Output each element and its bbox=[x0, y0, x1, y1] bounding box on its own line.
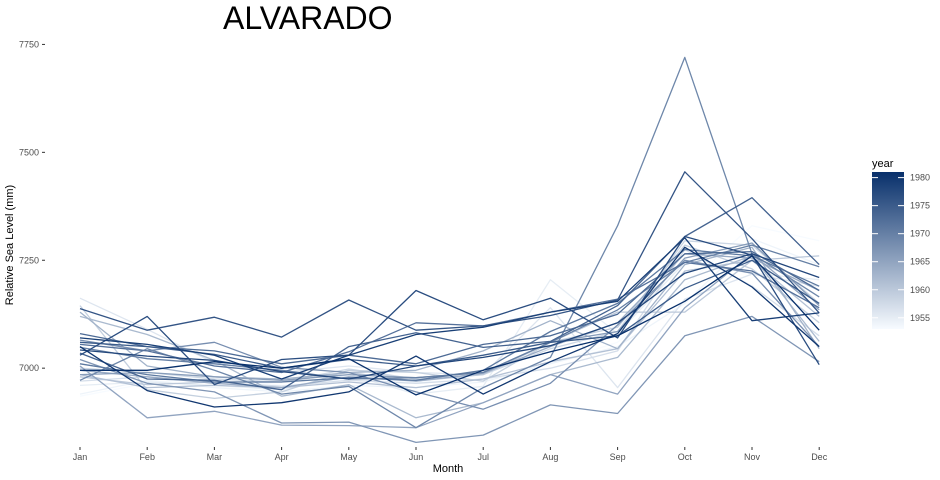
x-tick-label: Jan bbox=[73, 452, 88, 462]
legend-tick-label: 1960 bbox=[910, 285, 930, 295]
legend-tick-label: 1980 bbox=[910, 173, 930, 183]
legend-tick-label: 1965 bbox=[910, 257, 930, 267]
x-axis-title: Month bbox=[433, 463, 464, 475]
series-line bbox=[79, 242, 820, 381]
series-line bbox=[79, 56, 820, 429]
x-tick-label: Feb bbox=[139, 452, 155, 462]
series-line bbox=[79, 259, 820, 389]
x-tick-label: Nov bbox=[744, 452, 761, 462]
y-tick-label: 7750 bbox=[19, 39, 39, 49]
series-line bbox=[79, 248, 820, 387]
y-axis-title: Relative Sea Level (mm) bbox=[4, 185, 16, 305]
x-tick-label: Apr bbox=[275, 452, 289, 462]
chart-title: ALVARADO bbox=[223, 0, 393, 36]
series-line bbox=[79, 255, 820, 419]
legend-tick-label: 1970 bbox=[910, 229, 930, 239]
series-line bbox=[79, 237, 820, 380]
series-line bbox=[79, 250, 820, 365]
legend: year 1955 1960 1965 1970 1975 1980 bbox=[872, 158, 930, 329]
series-line bbox=[79, 246, 820, 408]
x-tick-label: Oct bbox=[678, 452, 693, 462]
x-tick-label: Dec bbox=[811, 452, 828, 462]
series-line bbox=[79, 235, 820, 386]
series-line bbox=[79, 253, 820, 389]
y-tick-label: 7250 bbox=[19, 255, 39, 265]
series-line bbox=[79, 197, 820, 391]
legend-tick-label: 1955 bbox=[910, 313, 930, 323]
y-tick-label: 7500 bbox=[19, 147, 39, 157]
legend-colorbar bbox=[872, 172, 904, 329]
x-tick-label: Aug bbox=[542, 452, 558, 462]
series-line bbox=[79, 273, 820, 389]
series-line bbox=[79, 171, 820, 338]
x-tick-label: Jun bbox=[409, 452, 424, 462]
series-line bbox=[79, 259, 820, 410]
y-axis: 7000 7250 7500 7750 bbox=[19, 39, 45, 373]
x-tick-label: May bbox=[340, 452, 358, 462]
y-tick-label: 7000 bbox=[19, 363, 39, 373]
x-tick-label: Sep bbox=[610, 452, 626, 462]
legend-tick-label: 1975 bbox=[910, 201, 930, 211]
series-line bbox=[80, 255, 820, 396]
x-tick-label: Jul bbox=[477, 452, 489, 462]
x-axis: Jan Feb Mar Apr May Jun Jul Aug Sep Oct Nov Dec bbox=[73, 447, 828, 462]
series-line bbox=[79, 253, 820, 380]
series-line bbox=[79, 253, 820, 429]
legend-title: year bbox=[872, 158, 894, 170]
x-tick-label: Mar bbox=[207, 452, 223, 462]
series-lines bbox=[79, 56, 820, 444]
series-line bbox=[79, 315, 820, 444]
